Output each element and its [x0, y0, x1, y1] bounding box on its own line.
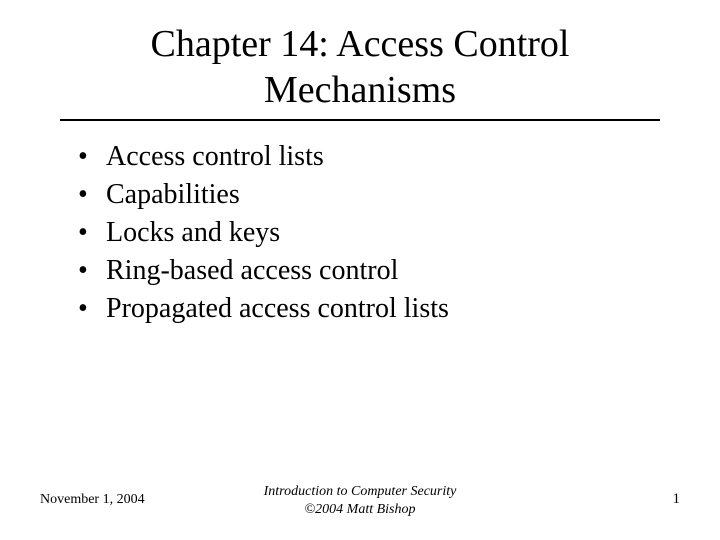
list-item: • Propagated access control lists: [78, 291, 720, 327]
footer: November 1, 2004 Introduction to Compute…: [0, 478, 720, 518]
title-line-2: Mechanisms: [264, 69, 456, 111]
slide: Chapter 14: Access Control Mechanisms • …: [0, 0, 720, 540]
slide-title: Chapter 14: Access Control Mechanisms: [0, 0, 720, 119]
bullet-text: Access control lists: [106, 141, 324, 172]
list-item: • Capabilities: [78, 177, 720, 213]
bullet-text: Locks and keys: [106, 217, 280, 248]
list-item: • Locks and keys: [78, 215, 720, 251]
bullet-icon: •: [78, 215, 88, 251]
footer-center: Introduction to Computer Security ©2004 …: [0, 483, 720, 518]
bullet-icon: •: [78, 139, 88, 175]
title-underline: [60, 119, 660, 121]
footer-book-title: Introduction to Computer Security: [264, 484, 457, 499]
bullet-icon: •: [78, 291, 88, 327]
list-item: • Ring-based access control: [78, 253, 720, 289]
list-item: • Access control lists: [78, 139, 720, 175]
bullet-icon: •: [78, 253, 88, 289]
bullet-text: Propagated access control lists: [106, 293, 449, 324]
footer-copyright: ©2004 Matt Bishop: [305, 502, 416, 517]
bullet-list: • Access control lists • Capabilities • …: [78, 139, 720, 326]
footer-page-number: 1: [673, 491, 681, 508]
title-line-1: Chapter 14: Access Control: [151, 23, 570, 65]
bullet-text: Ring-based access control: [106, 255, 398, 286]
bullet-text: Capabilities: [106, 179, 240, 210]
bullet-icon: •: [78, 177, 88, 213]
